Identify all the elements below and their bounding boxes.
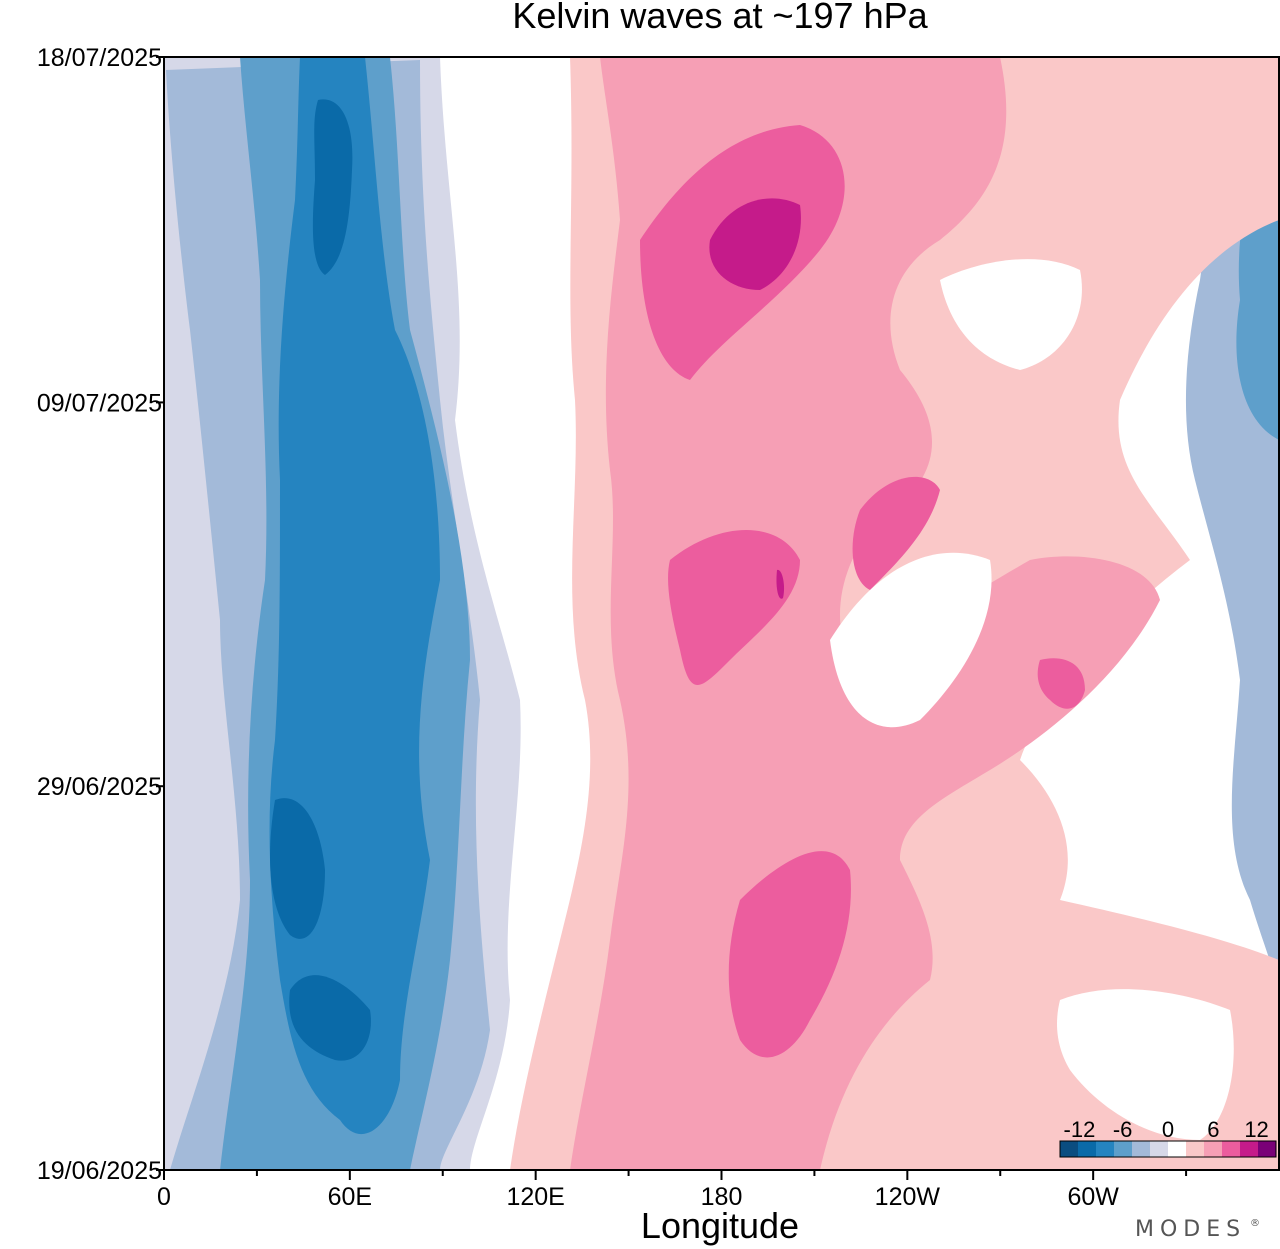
- positive-band-strong-4: [852, 476, 940, 590]
- zero-region-2: [830, 552, 992, 728]
- colorbar-swatch: [1222, 1141, 1241, 1157]
- x-tick-label: 180: [701, 1183, 743, 1211]
- chart-title: Kelvin waves at ~197 hPa: [512, 0, 928, 36]
- colorbar-label: 0: [1162, 1117, 1174, 1142]
- colorbar-label: -12: [1064, 1117, 1096, 1142]
- colorbar-label: 12: [1244, 1117, 1268, 1142]
- positive-band-strong-5: [1037, 658, 1085, 709]
- negative-band-core-1: [312, 99, 353, 276]
- colorbar-swatch: [1150, 1141, 1169, 1157]
- colorbar: -12 -6 0 6 12: [1059, 1117, 1277, 1158]
- positive-band-peak: [709, 198, 801, 290]
- x-tick-label: 0: [157, 1183, 171, 1211]
- modes-logo: MODES: [1135, 1217, 1246, 1242]
- zero-region-3: [1057, 989, 1234, 1140]
- zero-region-1: [940, 259, 1082, 370]
- x-axis-label: Longitude: [641, 1205, 799, 1246]
- colorbar-swatch: [1060, 1141, 1079, 1157]
- positive-band-strong-3: [728, 851, 851, 1058]
- x-tick-label: 60W: [1067, 1183, 1119, 1211]
- colorbar-swatch: [1168, 1141, 1187, 1157]
- colorbar-swatch: [1240, 1141, 1259, 1157]
- x-axis: 0 60E 120E 180 120W 60W: [157, 1170, 1188, 1211]
- colorbar-swatch: [1096, 1141, 1115, 1157]
- colorbar-swatch: [1114, 1141, 1133, 1157]
- colorbar-label: 6: [1207, 1117, 1219, 1142]
- x-tick-label: 60E: [328, 1183, 372, 1211]
- colorbar-swatch: [1186, 1141, 1205, 1157]
- plot-area: [163, 56, 1280, 1171]
- colorbar-swatch: [1204, 1141, 1223, 1157]
- positive-band-small-peak: [776, 569, 785, 599]
- y-tick-label: 18/07/2025: [37, 44, 162, 72]
- colorbar-swatch: [1132, 1141, 1151, 1157]
- negative-band-core-3: [289, 975, 371, 1061]
- y-tick-label: 29/06/2025: [37, 773, 162, 801]
- colorbar-frame: [1059, 1140, 1277, 1158]
- colorbar-label: -6: [1113, 1117, 1133, 1142]
- y-axis: 19/06/2025 29/06/2025 09/07/2025 18/07/2025: [37, 44, 164, 1185]
- negative-band-core-2: [270, 798, 325, 939]
- positive-band-strong-2: [668, 530, 800, 685]
- x-tick-label: 120E: [506, 1183, 564, 1211]
- y-tick-label: 09/07/2025: [37, 389, 162, 417]
- colorbar-swatch: [1078, 1141, 1097, 1157]
- y-tick-label: 19/06/2025: [37, 1157, 162, 1185]
- x-tick-label: 120W: [875, 1183, 941, 1211]
- colorbar-swatch: [1258, 1141, 1277, 1157]
- registered-mark: ®: [1250, 1218, 1260, 1229]
